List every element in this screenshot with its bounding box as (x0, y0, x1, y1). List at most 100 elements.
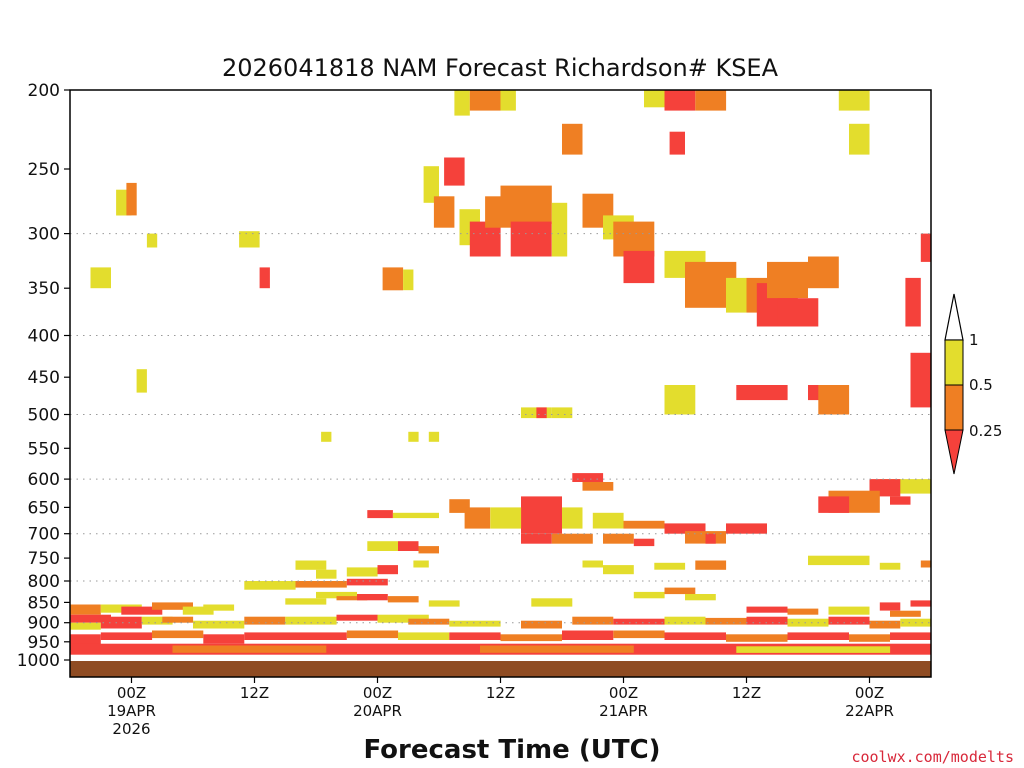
ri-patch (613, 221, 655, 257)
ri-patch (100, 632, 153, 640)
y-tick-label: 250 (28, 160, 60, 180)
ri-patch (808, 555, 870, 566)
ri-patch (244, 616, 286, 625)
ri-patch (633, 538, 655, 547)
ri-patch (377, 565, 398, 575)
ri-patch (623, 520, 665, 529)
ri-patch (285, 598, 327, 605)
ri-patch (346, 630, 399, 639)
ri-patch (316, 591, 357, 599)
ri-patch (295, 581, 347, 588)
ri-patch (449, 632, 501, 640)
ri-patch (726, 523, 767, 534)
ri-patch (521, 496, 562, 534)
ri-patch (321, 431, 332, 442)
ri-patch (152, 630, 204, 639)
ri-patch (879, 602, 901, 611)
ri-patch (239, 231, 260, 248)
chart-title: 2026041818 NAM Forecast Richardson# KSEA (222, 54, 779, 82)
ri-patch (664, 523, 706, 534)
ri-patch (787, 608, 819, 615)
ri-patch (818, 496, 850, 513)
ri-patch (382, 267, 404, 291)
ri-patch (664, 632, 726, 640)
x-tick-label: 12Z (240, 684, 269, 702)
grid-lines (70, 233, 931, 661)
ri-patch (203, 634, 245, 644)
y-tick-label: 300 (28, 225, 60, 245)
ri-patch (392, 512, 439, 519)
ri-patch (141, 616, 173, 625)
ri-patch (408, 431, 419, 442)
y-tick-label: 600 (28, 470, 60, 490)
ri-patch (90, 267, 111, 289)
ri-patch (70, 604, 101, 615)
ri-patch (152, 602, 193, 610)
ri-patch (582, 560, 603, 568)
ri-patch (244, 581, 296, 590)
ri-patch (536, 407, 547, 419)
legend-swatch-orange (944, 384, 964, 431)
ri-patch (398, 632, 450, 640)
y-tick-label: 750 (28, 549, 60, 569)
ri-patch (285, 616, 337, 625)
ri-patch (849, 123, 870, 155)
richardson-patches (70, 90, 932, 655)
ri-patch (705, 617, 747, 625)
x-tick-label: 00Z (609, 684, 638, 702)
ri-patch (454, 90, 470, 116)
y-tick-label: 800 (28, 572, 60, 592)
ri-patch (551, 407, 573, 419)
legend-label: 0.25 (969, 422, 1002, 440)
ri-patch (644, 90, 665, 108)
legend-label: 1 (969, 331, 979, 349)
ground-layer (70, 661, 931, 677)
ri-patch (367, 510, 393, 519)
ri-patch (464, 507, 491, 529)
ri-patch (582, 482, 614, 491)
ri-patch (336, 614, 378, 621)
ri-patch (433, 196, 455, 228)
ri-patch (603, 533, 634, 544)
ri-patch (387, 596, 419, 603)
ri-patch (551, 533, 593, 544)
ri-patch (259, 267, 270, 289)
ri-patch (136, 369, 147, 393)
ri-patch (818, 385, 850, 415)
plot-area (70, 90, 931, 677)
y-tick-label: 450 (28, 368, 60, 388)
legend-top-triangle (944, 293, 964, 341)
ri-patch (423, 166, 439, 203)
ri-patch (398, 541, 419, 551)
x-tick-label: 00Z (117, 684, 146, 702)
ri-patch (920, 560, 932, 568)
ri-patch (905, 277, 921, 327)
ri-patch (336, 596, 368, 601)
ri-patch (521, 533, 552, 544)
ri-patch (182, 606, 214, 615)
ri-patch (592, 512, 624, 529)
ri-patch (449, 620, 501, 627)
ri-patch (444, 157, 465, 186)
ri-patch (787, 618, 829, 627)
ri-patch (531, 598, 573, 607)
plot-background (70, 90, 931, 677)
legend-label: 0.5 (969, 376, 993, 394)
ri-patch (126, 182, 137, 216)
ri-patch (70, 614, 111, 623)
ri-patch (849, 634, 890, 642)
x-tick-label: 2026 (112, 720, 150, 738)
ri-patch (664, 385, 696, 415)
ri-patch (695, 90, 727, 111)
ri-patch (669, 131, 685, 155)
ri-patch (121, 606, 163, 615)
ri-patch (736, 646, 891, 653)
ri-patch (746, 616, 788, 625)
ri-patch (654, 562, 686, 570)
ri-patch (357, 594, 388, 601)
ri-patch (879, 562, 901, 570)
legend-bottom-triangle (944, 429, 964, 475)
ri-patch (100, 616, 142, 629)
x-tick-label: 22APR (845, 702, 894, 720)
